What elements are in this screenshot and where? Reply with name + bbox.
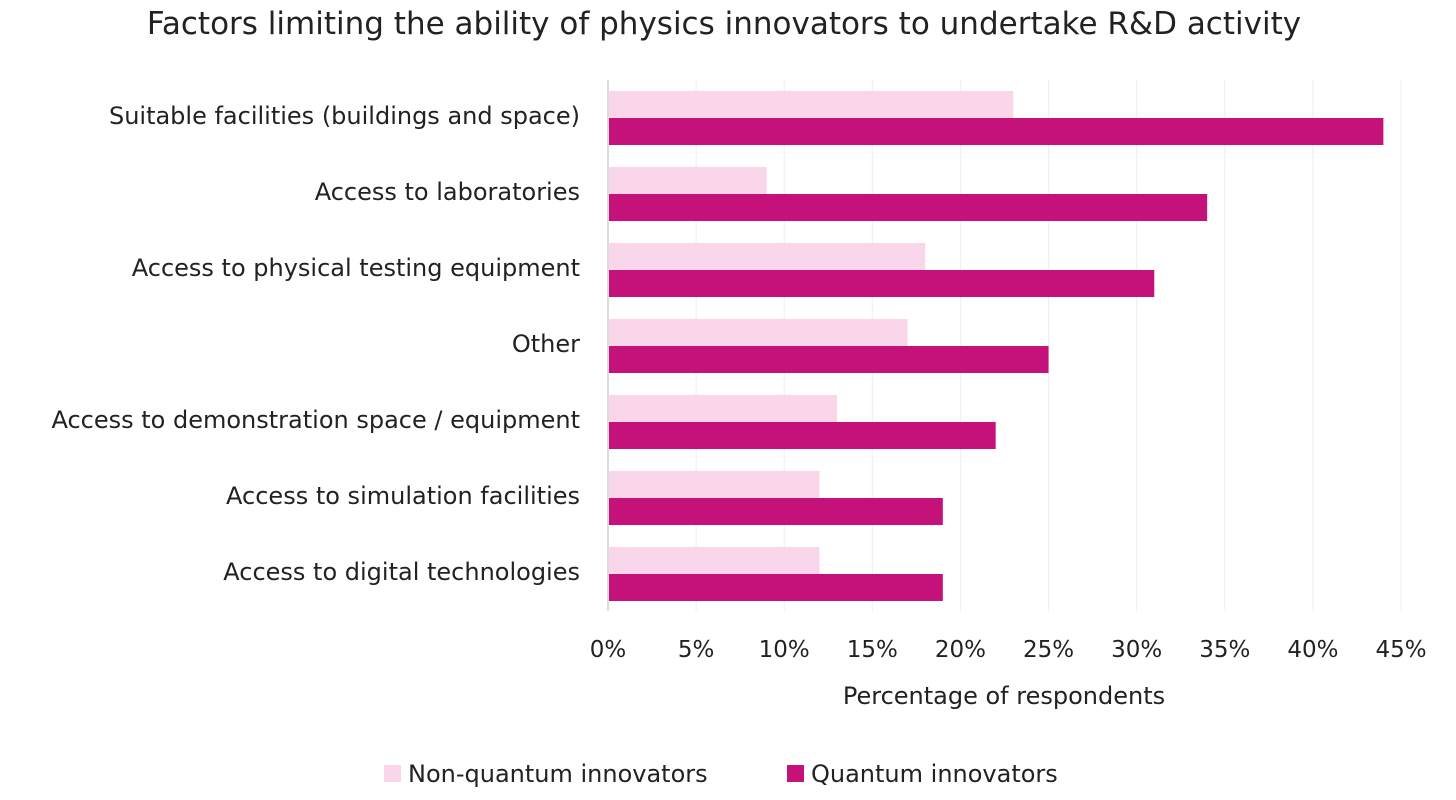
bar-non-quantum bbox=[609, 91, 1014, 118]
bar-quantum bbox=[609, 118, 1384, 145]
x-tick-label: 5% bbox=[678, 637, 715, 663]
bar-quantum bbox=[609, 346, 1049, 373]
bar-non-quantum bbox=[609, 471, 820, 498]
bar-quantum bbox=[609, 498, 943, 525]
x-tick-label: 30% bbox=[1111, 637, 1162, 663]
category-label: Access to simulation facilities bbox=[226, 482, 580, 510]
legend-swatch-non-quantum bbox=[384, 765, 401, 782]
bar-non-quantum bbox=[609, 167, 767, 194]
grid-lines bbox=[695, 80, 1402, 611]
chart-title: Factors limiting the ability of physics … bbox=[147, 6, 1301, 42]
category-labels: Suitable facilities (buildings and space… bbox=[51, 102, 580, 586]
bar-quantum bbox=[609, 194, 1208, 221]
category-label: Access to physical testing equipment bbox=[132, 254, 580, 282]
category-label: Access to laboratories bbox=[315, 178, 580, 206]
legend-label-non-quantum: Non-quantum innovators bbox=[408, 760, 708, 788]
x-tick-label: 45% bbox=[1375, 637, 1426, 663]
legend-label-quantum: Quantum innovators bbox=[811, 760, 1058, 788]
x-tick-label: 40% bbox=[1287, 637, 1338, 663]
bars bbox=[609, 91, 1384, 601]
x-tick-label: 20% bbox=[935, 637, 986, 663]
x-tick-label: 35% bbox=[1199, 637, 1250, 663]
x-tick-label: 10% bbox=[759, 637, 810, 663]
x-tick-label: 0% bbox=[590, 637, 627, 663]
legend: Non-quantum innovators Quantum innovators bbox=[384, 760, 1058, 788]
bar-quantum bbox=[609, 574, 943, 601]
bar-non-quantum bbox=[609, 395, 838, 422]
legend-swatch-quantum bbox=[787, 765, 804, 782]
x-tick-label: 25% bbox=[1023, 637, 1074, 663]
category-label: Access to digital technologies bbox=[223, 558, 580, 586]
bar-non-quantum bbox=[609, 319, 908, 346]
category-label: Other bbox=[512, 330, 580, 358]
bar-quantum bbox=[609, 422, 996, 449]
category-label: Suitable facilities (buildings and space… bbox=[109, 102, 580, 130]
x-tick-labels: 0% 5% 10% 15% 20% 25% 30% 35% 40% 45% bbox=[590, 637, 1427, 663]
x-tick-label: 15% bbox=[847, 637, 898, 663]
x-axis-title: Percentage of respondents bbox=[843, 682, 1165, 710]
bar-non-quantum bbox=[609, 547, 820, 574]
bar-non-quantum bbox=[609, 243, 926, 270]
category-label: Access to demonstration space / equipmen… bbox=[51, 406, 580, 434]
bar-quantum bbox=[609, 270, 1155, 297]
